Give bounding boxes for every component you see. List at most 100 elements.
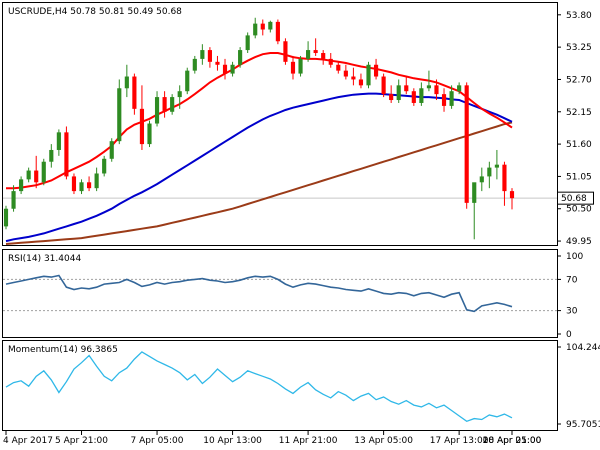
candle [381, 73, 386, 98]
y-tick-label: 51.60 [566, 140, 592, 150]
candle [26, 167, 31, 183]
candle [275, 19, 280, 45]
y-tick-label: 52.70 [566, 75, 592, 85]
candle [283, 38, 288, 65]
candle [457, 82, 462, 95]
candle [419, 82, 424, 106]
candle [449, 85, 454, 109]
rsi-line [5, 274, 513, 313]
candle [170, 94, 175, 115]
candle [464, 82, 469, 209]
candle [260, 19, 265, 36]
rsi-tick-label: 70 [566, 275, 578, 285]
ma-mid-line [5, 92, 513, 243]
candle [253, 17, 258, 39]
x-axis: 4 Apr 2017 5 Apr 21:00 7 Apr 05:00 10 Apr 1… [3, 431, 542, 446]
candle [41, 158, 46, 186]
rsi-tick-label: 0 [566, 330, 572, 340]
candle [245, 32, 250, 54]
candle [351, 67, 356, 86]
rsi-pane-border [2, 249, 558, 338]
candle [328, 53, 333, 68]
candle [185, 67, 190, 95]
candle [298, 55, 303, 77]
candle [207, 47, 212, 68]
momentum-pane-title: Momentum(14) 96.3865 [8, 345, 118, 355]
candle [494, 149, 499, 180]
candle [132, 73, 137, 115]
x-tick-label: 4 Apr 2017 [3, 436, 53, 446]
candle [336, 61, 341, 74]
y-tick-label: 49.95 [566, 237, 592, 247]
x-tick-label: 10 Apr 13:00 [203, 436, 262, 446]
candle [71, 173, 77, 195]
main-pane: USCRUDE,H4 50.78 50.81 50.49 50.68 53.80… [2, 2, 594, 247]
candle [396, 79, 401, 103]
candle [102, 155, 107, 177]
y-tick-label: 50.50 [566, 205, 592, 215]
y-tick-label: 52.15 [566, 108, 592, 118]
rsi-pane: RSI(14) 31.4044 100 70 30 0 [2, 249, 583, 340]
candle [426, 70, 432, 92]
candle [434, 79, 439, 101]
candle [139, 85, 145, 150]
momentum-line [5, 351, 513, 423]
momentum-tick-label: 95.7051 [566, 420, 600, 430]
x-tick-label: 18 Apr 21:00 [483, 436, 542, 446]
candle [200, 44, 205, 65]
candle [268, 20, 273, 33]
candle [147, 120, 152, 148]
candle [411, 88, 416, 106]
y-tick-label: 51.05 [566, 172, 592, 182]
rsi-pane-title: RSI(14) 31.4044 [8, 254, 81, 264]
candle [94, 167, 99, 192]
x-tick-label: 17 Apr 13:00 [430, 436, 489, 446]
ma-slow-line [5, 121, 513, 245]
candle [441, 88, 447, 112]
candle [177, 85, 182, 109]
candle [49, 144, 54, 168]
current-price-marker: 50.68 [557, 191, 594, 205]
candle [389, 85, 394, 103]
candle [3, 205, 9, 230]
candle [306, 41, 311, 62]
candle [313, 38, 318, 56]
candle [366, 61, 371, 89]
candle [117, 79, 122, 145]
ma-fast-line [6, 52, 513, 190]
candle [343, 64, 348, 80]
main-pane-title: USCRUDE,H4 50.78 50.81 50.49 50.68 [8, 7, 182, 17]
candle [230, 61, 235, 77]
candle [215, 55, 220, 71]
candle [34, 155, 39, 189]
main-pane-border [2, 2, 558, 246]
candle [162, 91, 167, 118]
x-tick-label: 5 Apr 21:00 [55, 436, 108, 446]
candle [373, 58, 379, 80]
x-tick-label: 7 Apr 05:00 [131, 436, 184, 446]
candle [19, 176, 24, 195]
candle [109, 138, 114, 162]
current-price-label: 50.68 [561, 194, 587, 204]
candle [11, 185, 16, 212]
candle [509, 188, 515, 210]
candle [222, 58, 228, 80]
candle [64, 126, 69, 180]
x-tick-label: 13 Apr 05:00 [354, 436, 413, 446]
x-tick-label: 20 Apr 05:00 [483, 436, 542, 446]
candle [502, 161, 507, 206]
momentum-tick-label: 104.2449 [566, 343, 600, 353]
candle [479, 167, 484, 192]
momentum-pane: Momentum(14) 96.3865 104.2449 95.7051 [2, 340, 600, 431]
candle [358, 73, 364, 89]
candle [154, 91, 160, 127]
candle [79, 179, 84, 195]
candle [290, 55, 296, 80]
rsi-tick-label: 100 [566, 252, 583, 262]
candle [238, 47, 243, 68]
candle [487, 161, 492, 189]
y-tick-label: 53.80 [566, 11, 592, 21]
momentum-pane-border [2, 340, 558, 431]
rsi-tick-label: 30 [566, 307, 578, 317]
